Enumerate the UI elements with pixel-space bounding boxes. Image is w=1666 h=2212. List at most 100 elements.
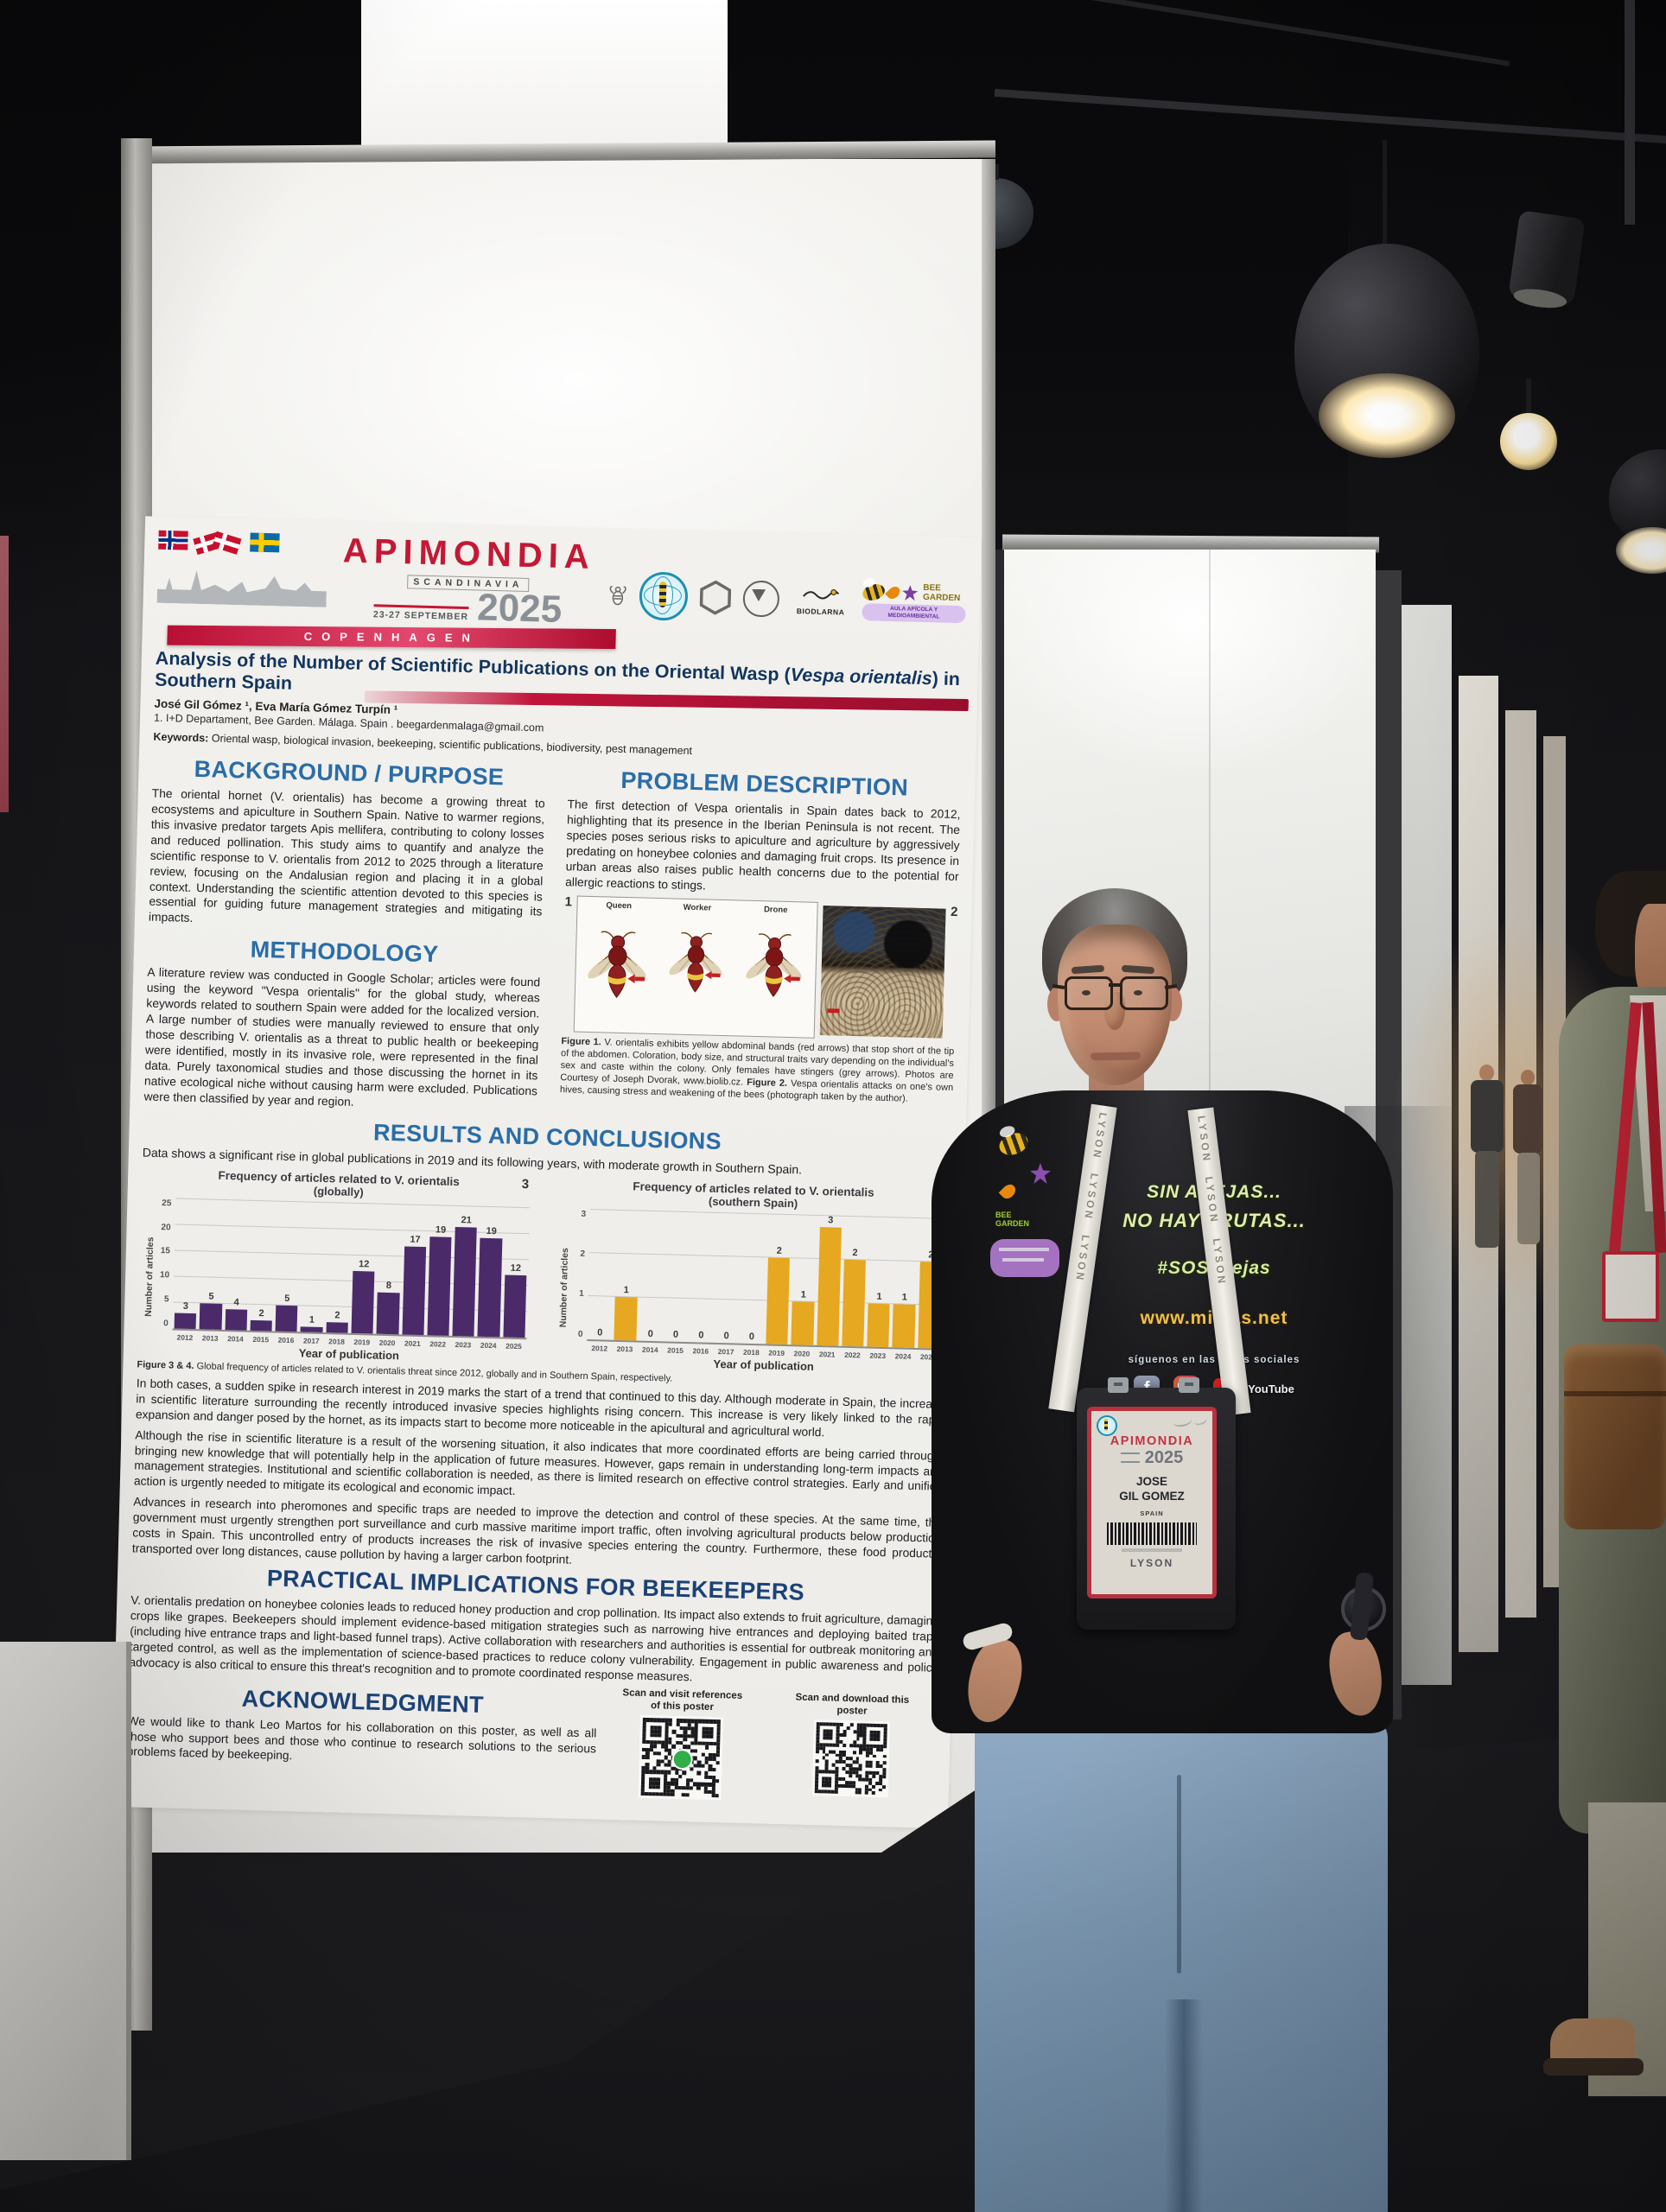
wasp-illustration [669, 931, 722, 993]
left-column: BACKGROUND / PURPOSE The oriental hornet… [143, 752, 546, 1120]
bar-value-label: 19 [435, 1224, 447, 1236]
shoulder-bag [1564, 1344, 1666, 1529]
figure1-wasp-castes: Queen Worker Drone [574, 895, 818, 1039]
problem-body: The first detection of Vespa orientalis … [565, 798, 961, 893]
bar-value-label: 2 [776, 1245, 782, 1256]
bar: 5 [199, 1199, 225, 1330]
right-attendee-badge [1602, 1251, 1659, 1322]
conference-logo: APIMONDIA [342, 531, 596, 576]
x-tick: 2019 [768, 1348, 785, 1357]
x-tick: 2022 [429, 1339, 447, 1349]
sandal [1543, 2058, 1644, 2075]
charts-row: Frequency of articles related to V. orie… [143, 1166, 945, 1376]
qr-references-label: Scan and visit references of this poster [622, 1687, 743, 1713]
left-lower-panel [0, 1642, 131, 2160]
board-top-panel [361, 0, 728, 164]
qr-download-label: Scan and download this poster [795, 1692, 910, 1717]
scandinavian-flags [158, 530, 331, 561]
bar: 8 [376, 1204, 402, 1335]
presenter-jeans [975, 1714, 1388, 2212]
pendant-lamp-far [1609, 449, 1666, 579]
bar-value-label: 1 [901, 1292, 908, 1303]
badge-clip [1179, 1377, 1199, 1393]
lamp-cable [1383, 140, 1387, 252]
badge-brand: LYSON [1129, 1556, 1174, 1569]
copenhagen-skyline-icon [157, 567, 327, 607]
bar-value-label: 3 [182, 1300, 189, 1312]
bar-value-label: 0 [647, 1328, 654, 1339]
x-tick: 2016 [692, 1346, 709, 1356]
qr-zone: Scan and visit references of this poster… [595, 1686, 937, 1806]
acknowledgment-body: We would like to thank Leo Martos for hi… [126, 1713, 597, 1763]
methodology-body: A literature review was conducted in Goo… [143, 965, 541, 1109]
bar: 0 [639, 1211, 664, 1342]
x-tick: 2019 [353, 1337, 371, 1347]
scientific-poster: APIMONDIA SCANDINAVIA 23-27 SEPTEMBER 20… [111, 516, 982, 1829]
bar: 1 [614, 1211, 639, 1341]
background-body: The oriental hornet (V. orientalis) has … [148, 786, 545, 925]
bar-value-label: 0 [672, 1329, 679, 1340]
conference-year: 2025 [476, 586, 563, 631]
bar: 1 [791, 1215, 817, 1345]
shirt-bee-garden-logo: BEE GARDEN [990, 1128, 1066, 1301]
poster-header: APIMONDIA SCANDINAVIA 23-27 SEPTEMBER 20… [156, 525, 968, 655]
bee-icon [861, 581, 887, 603]
badge-name: JOSE GIL GO­MEZ [1119, 1475, 1185, 1503]
cylinder-downlight [1508, 210, 1586, 305]
bar: 2 [842, 1217, 867, 1347]
apimondia-globe-icon [639, 571, 689, 621]
x-tick: 2014 [641, 1344, 658, 1354]
bar-value-label: 21 [461, 1214, 472, 1226]
honey-drop-icon [885, 583, 903, 601]
x-tick: 2013 [616, 1344, 633, 1354]
flower-icon [902, 585, 918, 601]
bar-value-label: 1 [308, 1314, 315, 1325]
bar: 0 [690, 1212, 715, 1343]
bar-value-label: 2 [334, 1310, 340, 1321]
section-heading-problem: PROBLEM DESCRIPTION [620, 766, 909, 801]
biodlarna-logo: BIODLARNA [789, 584, 852, 616]
badge-barcode [1107, 1522, 1197, 1545]
figure2-marker: 2 [950, 904, 958, 919]
presenter-eye [1134, 990, 1142, 995]
x-tick: 2023 [869, 1351, 887, 1360]
section-heading-methodology: METHODOLOGY [250, 936, 439, 968]
bar-value-label: 8 [385, 1280, 392, 1291]
x-tick: 2017 [717, 1346, 734, 1357]
bar: 19 [477, 1207, 503, 1338]
background-attendee [1510, 1070, 1547, 1246]
bar: 4 [225, 1200, 250, 1331]
bee-icon [995, 1128, 1032, 1160]
bee-garden-logo: BEE GARDEN AULA APÍCOLA Y MEDIOAMBIENTAL [861, 581, 966, 624]
apimondia-globe-icon [1097, 1415, 1117, 1436]
figure-row: 1 Queen Worker Drone [562, 894, 958, 1042]
x-tick: 2018 [742, 1347, 760, 1357]
wasp-queen: Queen [580, 899, 656, 1020]
wrist-watch [1338, 1572, 1386, 1641]
figure2-photo [819, 905, 946, 1039]
wasp-illustration [746, 932, 803, 997]
badge-signature [1172, 1414, 1192, 1428]
bar-value-label: 2 [258, 1307, 264, 1319]
bar: 2 [326, 1203, 351, 1333]
bar: 17 [402, 1205, 427, 1335]
flower-icon [1030, 1163, 1051, 1184]
bar: 1 [892, 1217, 918, 1348]
x-tick: 2015 [667, 1345, 684, 1355]
bar-value-label: 0 [723, 1330, 729, 1342]
qr-code-download [811, 1719, 890, 1798]
norway-flag-icon [158, 530, 188, 550]
x-tick: 2016 [277, 1335, 295, 1344]
glasses [1052, 976, 1178, 1011]
bar-value-label: 1 [876, 1291, 882, 1302]
badge-event: APIMONDIA [1110, 1434, 1194, 1448]
chart-spain-frequency: Frequency of articles related to V. orie… [557, 1178, 946, 1376]
bar-value-label: 12 [358, 1258, 370, 1270]
wasp-drone: Drone [736, 904, 812, 1014]
city-banner: COPENHAGEN [167, 625, 617, 650]
shirt-brand: BEE GARDEN [995, 1211, 1030, 1228]
bar: 0 [741, 1214, 766, 1344]
bulb-lamp [1493, 378, 1566, 484]
qr-code-references [638, 1715, 724, 1801]
